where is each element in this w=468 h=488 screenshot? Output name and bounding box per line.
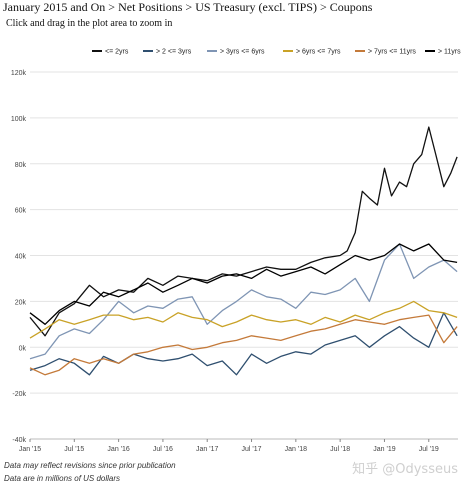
y-tick-label: 60k — [15, 208, 27, 215]
y-tick-label: 20k — [15, 299, 27, 306]
y-tick-label: 100k — [11, 116, 27, 123]
x-tick-label: Jan '16 — [107, 446, 129, 453]
plot-area[interactable] — [29, 126, 458, 376]
legend-label[interactable]: > 7yrs <= 11yrs — [368, 49, 416, 56]
legend-label[interactable]: > 2 <= 3yrs — [156, 49, 192, 56]
chart-svg[interactable]: <= 2yrs > 2 <= 3yrs > 3yrs <= 6yrs > 6yrs <… — [0, 0, 468, 456]
y-tick-label: -40k — [12, 437, 26, 444]
series-line-0[interactable] — [29, 126, 458, 337]
axes: -40k -20k 0k 20k 40k 60k 80k 100k 120k Jan '15 Jul… — [11, 70, 458, 453]
x-tick-label: Jul '17 — [242, 446, 262, 453]
series-line-4[interactable] — [29, 314, 458, 376]
y-tick-label: 120k — [11, 70, 27, 77]
watermark: 知乎 @Odysseus — [352, 462, 458, 477]
x-tick-label: Jan '18 — [285, 446, 307, 453]
revision-note: Data may reflect revisions since prior p… — [4, 461, 176, 470]
units-note: Data are in millions of US dollars — [4, 474, 121, 483]
series-line-3[interactable] — [29, 300, 458, 339]
chart-subtitle: Click and drag in the plot area to zoom … — [6, 18, 173, 29]
x-tick-label: Jan '19 — [373, 446, 395, 453]
legend-label[interactable]: <= 2yrs — [105, 49, 129, 56]
x-tick-label: Jul '15 — [64, 446, 84, 453]
x-tick-label: Jan '17 — [196, 446, 218, 453]
y-tick-label: -20k — [12, 391, 26, 398]
x-tick-label: Jan '15 — [19, 446, 41, 453]
legend: <= 2yrs > 2 <= 3yrs > 3yrs <= 6yrs > 6yrs <… — [92, 49, 461, 56]
x-tick-label: Jul '16 — [153, 446, 173, 453]
series-line-2[interactable] — [29, 243, 458, 360]
legend-label[interactable]: > 11yrs — [438, 49, 461, 56]
y-tick-label: 40k — [15, 254, 27, 261]
legend-label[interactable]: > 6yrs <= 7yrs — [296, 49, 341, 56]
y-tick-label: 0k — [19, 345, 27, 352]
y-tick-label: 80k — [15, 162, 27, 169]
legend-label[interactable]: > 3yrs <= 6yrs — [220, 49, 265, 56]
x-tick-label: Jul '18 — [330, 446, 350, 453]
series-line-5[interactable] — [29, 243, 458, 325]
grid — [30, 71, 458, 440]
x-tick-label: Jul '19 — [419, 446, 439, 453]
chart-title: January 2015 and On > Net Positions > US… — [3, 0, 373, 14]
